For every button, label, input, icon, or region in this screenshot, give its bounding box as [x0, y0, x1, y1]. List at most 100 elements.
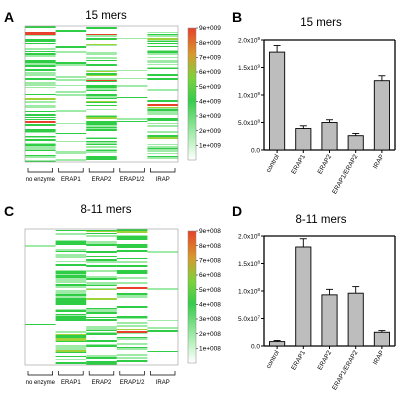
group-label: ERAP1	[61, 177, 81, 183]
heatmap-cell	[86, 86, 117, 87]
heatmap-cell	[55, 287, 87, 288]
heatmap-cell	[86, 57, 117, 58]
heatmap-cell	[116, 239, 148, 240]
heatmap-cell	[55, 133, 87, 134]
heatmap-cell	[86, 117, 117, 119]
heatmap-cell	[55, 159, 87, 161]
heatmap-cell	[86, 80, 117, 81]
heatmap-cell	[147, 157, 178, 159]
heatmap-c: no enzyme ERAP1 ERAP2 ERAP1/2 IRAP 9e+008 8e+0…	[24, 228, 221, 386]
heatmap-cell	[55, 316, 87, 318]
heatmap-cell	[86, 144, 117, 145]
heatmap-cell	[25, 124, 56, 126]
heatmap-cell	[147, 137, 178, 139]
x-tick-label: ERAP1/ERAP2	[331, 349, 359, 391]
heatmap-cell	[55, 292, 87, 294]
heatmap-cell	[25, 87, 56, 88]
heatmap-cell	[55, 340, 87, 341]
heatmap-cell	[86, 283, 117, 285]
heatmap-cell	[25, 63, 56, 65]
colorbar-tick-label: 3e+008	[199, 316, 221, 323]
heatmap-cell	[25, 132, 56, 133]
heatmap-cell	[116, 38, 148, 39]
heatmap-cell	[86, 78, 117, 80]
heatmap-cell	[25, 114, 56, 116]
heatmap-cell	[86, 102, 117, 103]
heatmap-cell	[116, 231, 148, 233]
heatmap-cell	[116, 354, 148, 356]
bar	[295, 128, 312, 151]
heatmap-cell	[55, 240, 87, 241]
heatmap-cell	[116, 295, 148, 296]
heatmap-cell	[25, 69, 56, 71]
heatmap-cell	[55, 230, 87, 231]
heatmap-cell	[116, 85, 148, 87]
heatmap-cell	[116, 258, 148, 259]
heatmap-cell	[55, 303, 87, 304]
y-tick-label: 1.0x109	[238, 91, 261, 100]
heatmap-cell	[55, 331, 87, 333]
y-tick-label: 2.0x108	[238, 232, 261, 241]
heatmap-cell	[55, 315, 87, 316]
heatmap-cell	[25, 150, 56, 151]
heatmap-cell	[86, 358, 117, 359]
heatmap-cell	[55, 271, 87, 273]
heatmap-cell	[86, 332, 117, 333]
heatmap-cell	[86, 141, 117, 142]
heatmap-cell	[25, 121, 56, 123]
heatmap-cell	[86, 320, 117, 321]
panel-label-c: C	[4, 203, 14, 219]
heatmap-cell	[116, 347, 148, 348]
heatmap-cell	[86, 345, 117, 346]
heatmap-cell	[55, 141, 87, 142]
heatmap-cell	[116, 337, 148, 338]
heatmap-cell	[86, 158, 117, 160]
bar	[295, 246, 312, 347]
heatmap-cell	[147, 53, 178, 55]
group-bracket	[27, 168, 53, 173]
x-tick-label: ERAP2	[317, 349, 334, 371]
heatmap-cell	[147, 51, 178, 53]
heatmap-cell	[55, 153, 87, 154]
group-label: ERAP1/2	[120, 177, 145, 183]
heatmap-cell	[55, 338, 87, 340]
colorbar	[187, 27, 197, 161]
heatmap-cell	[86, 138, 117, 139]
x-tick-label: control	[265, 153, 281, 174]
heatmap-cell	[55, 347, 87, 348]
heatmap-cell	[55, 91, 87, 93]
heatmap-cell	[25, 84, 56, 86]
heatmap-cell	[25, 98, 56, 100]
heatmap-cell	[55, 62, 87, 64]
heatmap-cell	[147, 108, 178, 109]
heatmap-cell	[55, 314, 87, 315]
heatmap-cell	[86, 319, 117, 320]
heatmap-cell	[86, 308, 117, 309]
heatmap-cell	[147, 104, 178, 106]
heatmap-cell	[25, 35, 56, 36]
heatmap-cell	[55, 241, 87, 243]
heatmap-cell	[25, 51, 56, 52]
heatmap-cell	[147, 351, 178, 352]
colorbar-tick-label: 7e+008	[199, 258, 221, 265]
heatmap-cell	[116, 329, 148, 330]
heatmap-cell	[55, 278, 87, 280]
heatmap-cell	[55, 233, 87, 235]
colorbar-tick-label: 7e+009	[199, 55, 221, 62]
heatmap-cell	[86, 346, 117, 347]
heatmap-cell	[55, 76, 87, 78]
heatmap-cell	[86, 109, 117, 110]
heatmap-cell	[25, 136, 56, 137]
heatmap-cell	[86, 361, 117, 362]
heatmap-cell	[147, 57, 178, 58]
heatmap-cell	[55, 320, 87, 321]
heatmap-cell	[25, 139, 56, 141]
heatmap-cell	[25, 26, 56, 28]
heatmap-cell	[147, 330, 178, 332]
heatmap-cell	[147, 156, 178, 157]
heatmap-cell	[25, 55, 56, 57]
heatmap-cell	[147, 43, 178, 44]
heatmap-cell	[116, 235, 148, 236]
heatmap-cell	[147, 89, 178, 91]
heatmap-cell	[55, 273, 87, 274]
